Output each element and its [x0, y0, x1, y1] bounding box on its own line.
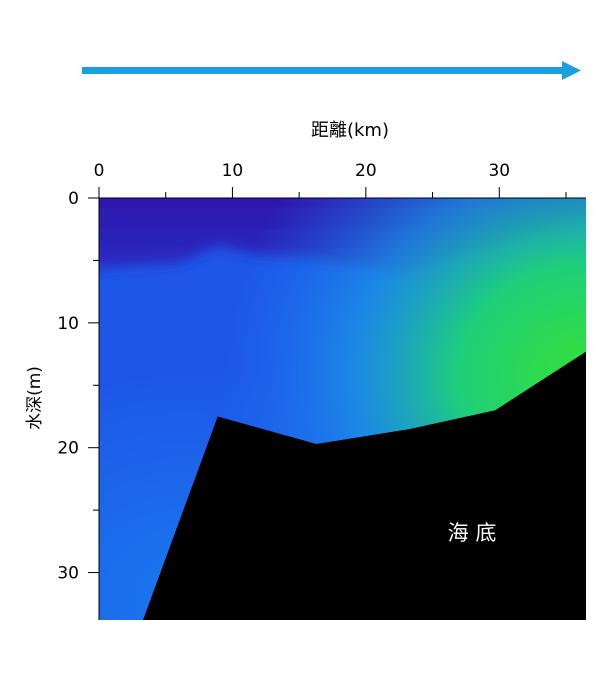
seabed-polygon [143, 351, 586, 620]
y-axis-ticks: 0 10 20 30 [57, 189, 99, 584]
plot-area [99, 198, 586, 620]
arrow-head [562, 61, 581, 80]
x-tick-label: 10 [222, 161, 244, 181]
arrow-shaft [82, 67, 564, 74]
y-tick-label: 10 [57, 314, 79, 334]
x-tick-label: 20 [355, 161, 377, 181]
y-axis-label: 水深(m) [25, 366, 45, 430]
direction-arrow [82, 61, 581, 80]
y-tick-label: 20 [57, 439, 79, 459]
x-tick-label: 30 [488, 161, 510, 181]
x-axis-ticks: 0 10 20 30 [94, 161, 567, 198]
x-tick-label: 0 [94, 161, 105, 181]
seabed-label: 海 底 [448, 521, 497, 545]
x-axis-label: 距離(km) [311, 120, 389, 141]
y-tick-label: 0 [68, 189, 79, 209]
y-tick-label: 30 [57, 564, 79, 584]
